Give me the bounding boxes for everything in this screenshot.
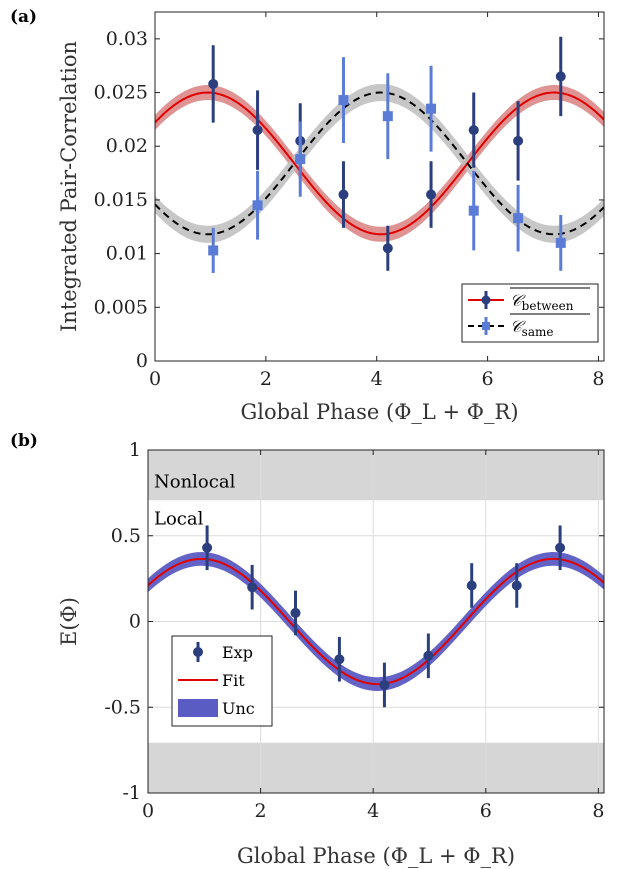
data-point bbox=[555, 542, 566, 553]
data-point bbox=[338, 189, 349, 200]
x-tick-label: 4 bbox=[367, 800, 379, 822]
x-tick-label: 2 bbox=[255, 800, 267, 822]
series-same bbox=[208, 57, 566, 273]
x-axis-label: Global Phase (Φ_L + Φ_R) bbox=[240, 400, 518, 424]
x-tick-label: 2 bbox=[260, 368, 272, 390]
data-point bbox=[334, 654, 345, 665]
x-tick-label: 8 bbox=[592, 368, 604, 390]
y-tick-label: 0.015 bbox=[94, 189, 148, 211]
data-point bbox=[426, 103, 437, 114]
data-point bbox=[555, 71, 566, 82]
data-point bbox=[423, 650, 434, 661]
region-nonlocal bbox=[148, 450, 604, 501]
y-tick-label: 1 bbox=[129, 439, 141, 461]
panel-b: 0 2 4 6 8 -1 -0.5 0 0.5 1 (b) Global Phase (Φ_L + Φ… bbox=[10, 431, 605, 868]
y-axis-label: E(Φ) bbox=[57, 597, 81, 646]
local-label: Local bbox=[154, 509, 204, 530]
data-point bbox=[555, 237, 566, 248]
data-point bbox=[466, 580, 477, 591]
plot-area bbox=[148, 450, 604, 793]
data-point bbox=[247, 582, 258, 593]
data-point bbox=[468, 205, 479, 216]
data-point bbox=[208, 245, 219, 256]
fit-line-between bbox=[155, 91, 604, 236]
y-tick-label: -1 bbox=[122, 782, 141, 804]
data-point bbox=[252, 200, 263, 211]
data-point bbox=[426, 189, 437, 200]
region-lower bbox=[148, 742, 604, 793]
legend-label-fit: Fit bbox=[222, 671, 245, 690]
data-point bbox=[208, 78, 219, 89]
data-point bbox=[468, 125, 479, 136]
x-tick-label: 0 bbox=[142, 800, 154, 822]
fit-band-between bbox=[155, 85, 604, 242]
data-point bbox=[513, 213, 524, 224]
fit-line-same bbox=[155, 91, 604, 236]
axes-frame bbox=[154, 11, 605, 362]
data-point bbox=[202, 542, 213, 553]
legend-marker bbox=[482, 322, 490, 330]
x-tick-label: 0 bbox=[149, 368, 161, 390]
nonlocal-label: Nonlocal bbox=[154, 472, 236, 493]
data-point bbox=[511, 580, 522, 591]
data-point bbox=[382, 111, 393, 122]
panel-a: 0 2 4 6 8 0 0.005 0.01 0.015 0.02 0.025 0.03 (a) Glob… bbox=[10, 7, 605, 424]
y-tick-label: 0 bbox=[136, 350, 148, 372]
y-axis-label: Integrated Pair-Correlation bbox=[57, 41, 81, 332]
x-tick-label: 8 bbox=[592, 800, 604, 822]
legend-marker bbox=[481, 295, 491, 305]
legend-swatch bbox=[178, 699, 218, 717]
fit-line bbox=[148, 557, 604, 686]
data-point bbox=[290, 607, 301, 618]
panel-label: (b) bbox=[10, 431, 38, 451]
y-tick-label: 0.005 bbox=[94, 296, 148, 318]
y-tick-label: 0.01 bbox=[106, 243, 148, 265]
legend-label-sub: between bbox=[522, 299, 574, 313]
legend-label-unc: Unc bbox=[222, 699, 255, 718]
y-tick-label: 0.02 bbox=[106, 135, 148, 157]
y-tick-label: 0.03 bbox=[106, 28, 148, 50]
x-tick-label: 6 bbox=[480, 800, 492, 822]
plot-area bbox=[155, 83, 604, 243]
y-tick-label: -0.5 bbox=[104, 696, 141, 718]
data-point bbox=[252, 125, 263, 136]
x-tick-label: 4 bbox=[371, 368, 383, 390]
legend-label-sub: same bbox=[522, 325, 554, 339]
legend: Exp Fit Unc bbox=[171, 635, 273, 727]
data-point bbox=[338, 95, 349, 106]
legend-marker bbox=[193, 647, 203, 657]
data-point bbox=[295, 154, 306, 165]
y-tick-label: 0.025 bbox=[94, 82, 148, 104]
series-Exp bbox=[202, 525, 566, 708]
y-tick-label: 0 bbox=[129, 611, 141, 633]
x-axis-label: Global Phase (Φ_L + Φ_R) bbox=[237, 844, 515, 868]
data-point bbox=[379, 679, 390, 690]
data-point bbox=[382, 243, 393, 254]
y-tick-label: 0.5 bbox=[111, 525, 141, 547]
uncertainty-band bbox=[148, 552, 604, 691]
x-tick-label: 6 bbox=[482, 368, 494, 390]
panel-label: (a) bbox=[10, 7, 37, 27]
data-point bbox=[513, 135, 524, 146]
legend-label-exp: Exp bbox=[222, 643, 253, 662]
fit-band-same bbox=[155, 83, 604, 243]
